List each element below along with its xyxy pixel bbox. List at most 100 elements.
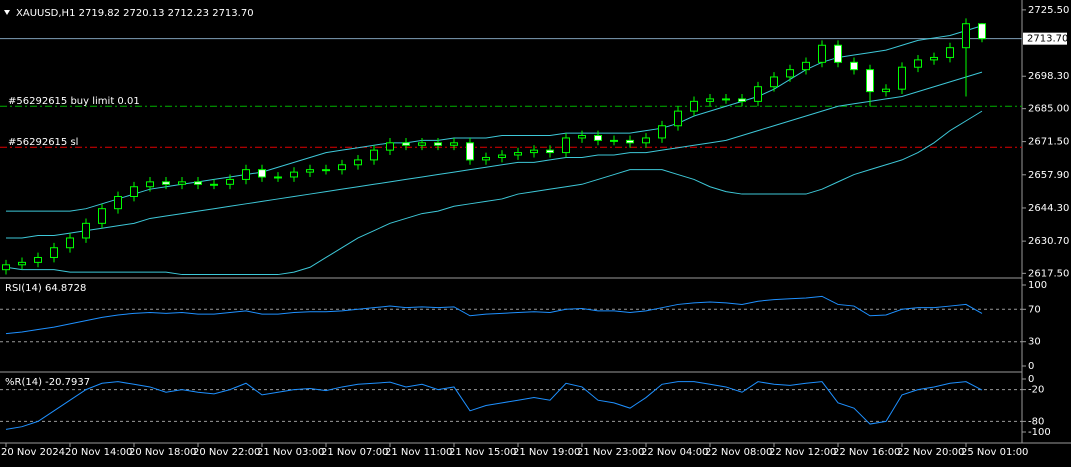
candle-body xyxy=(578,135,586,139)
candle-body xyxy=(802,61,810,71)
candle-body xyxy=(258,169,266,178)
y-tick-label: 0 xyxy=(1028,374,1034,385)
candle-body xyxy=(882,88,890,93)
candle-body xyxy=(706,98,714,102)
candle-body xyxy=(978,23,986,40)
candle-body xyxy=(162,181,170,185)
candle-body xyxy=(2,264,10,271)
candle-body xyxy=(626,139,634,144)
time-label: 20 Nov 2024 xyxy=(1,447,65,458)
candle-body xyxy=(418,142,426,146)
candle-body xyxy=(642,137,650,144)
time-label: 22 Nov 16:00 xyxy=(833,447,900,458)
candle-body xyxy=(338,164,346,171)
candle-body xyxy=(98,208,106,224)
candle-body xyxy=(514,152,522,156)
candle-body xyxy=(322,169,330,172)
candle-body xyxy=(658,125,666,139)
order-level-label: #56292615 buy limit 0.01 xyxy=(8,96,140,107)
candle-body xyxy=(498,154,506,158)
y-tick-label: 30 xyxy=(1028,337,1041,348)
band-line xyxy=(6,25,983,212)
candle-body xyxy=(370,149,378,161)
time-label: 21 Nov 23:00 xyxy=(577,447,644,458)
candle-body xyxy=(354,159,362,166)
candle-body xyxy=(738,98,746,102)
candle-body xyxy=(402,142,410,146)
candle-body xyxy=(850,61,858,71)
time-label: 20 Nov 18:00 xyxy=(129,447,196,458)
time-label: 20 Nov 22:00 xyxy=(193,447,260,458)
y-tick-label: 2698.30 xyxy=(1028,71,1069,82)
panel-title: XAUUSD,H1 2719.82 2720.13 2712.23 2713.7… xyxy=(16,8,254,19)
candle-body xyxy=(50,247,58,258)
band-line xyxy=(5,110,983,276)
candle-body xyxy=(82,222,90,239)
candle-body xyxy=(114,195,122,210)
candle-body xyxy=(242,169,250,180)
candle-body xyxy=(466,142,474,161)
candle-body xyxy=(18,261,26,266)
time-label: 21 Nov 19:00 xyxy=(513,447,580,458)
time-label: 20 Nov 14:00 xyxy=(65,447,132,458)
candle-body xyxy=(546,149,554,154)
symbol-menu-arrow[interactable] xyxy=(4,10,10,15)
candle-body xyxy=(178,181,186,185)
candle-body xyxy=(482,156,490,161)
candle-body xyxy=(754,86,762,102)
y-tick-label: 2725.50 xyxy=(1028,5,1069,16)
y-tick-label: 100 xyxy=(1028,280,1047,291)
candle-body xyxy=(834,44,842,63)
candle-body xyxy=(610,139,618,142)
candle-body xyxy=(34,256,42,263)
candle-body xyxy=(530,149,538,154)
time-label: 25 Nov 01:00 xyxy=(961,447,1028,458)
y-tick-label: 0 xyxy=(1028,361,1034,372)
candle-body xyxy=(146,181,154,188)
candle-body xyxy=(130,186,138,197)
candle-body xyxy=(386,142,394,151)
candle-body xyxy=(690,100,698,112)
candle-body xyxy=(674,110,682,127)
candle-body xyxy=(866,69,874,93)
time-label: 22 Nov 12:00 xyxy=(769,447,836,458)
time-label: 21 Nov 03:00 xyxy=(257,447,324,458)
y-tick-label: 2657.90 xyxy=(1028,170,1069,181)
y-tick-label: 2671.50 xyxy=(1028,137,1069,148)
indicator-line xyxy=(5,295,983,335)
candle-body xyxy=(930,56,938,61)
time-label: 22 Nov 20:00 xyxy=(897,447,964,458)
y-tick-label: 2685.00 xyxy=(1028,104,1069,115)
panel-title: RSI(14) 64.8728 xyxy=(5,283,86,294)
candle-body xyxy=(274,176,282,179)
y-tick-label: 2617.50 xyxy=(1028,268,1069,279)
candle-body xyxy=(306,169,314,173)
candle-body xyxy=(562,137,570,154)
y-tick-label: 2630.70 xyxy=(1028,236,1069,247)
time-label: 21 Nov 07:00 xyxy=(321,447,388,458)
band-line xyxy=(6,71,983,239)
last-price-box xyxy=(1023,32,1067,45)
time-label: 21 Nov 15:00 xyxy=(449,447,516,458)
time-label: 22 Nov 08:00 xyxy=(705,447,772,458)
candle-body xyxy=(210,183,218,186)
candle-body xyxy=(594,135,602,141)
candle-body xyxy=(290,171,298,178)
candle-body xyxy=(450,142,458,146)
last-price-label: 2713.70 xyxy=(1027,34,1068,45)
candle-body xyxy=(194,181,202,185)
y-tick-label: -20 xyxy=(1028,385,1044,396)
candle-body xyxy=(946,47,954,58)
candle-body xyxy=(770,76,778,88)
y-tick-label: 70 xyxy=(1028,304,1041,315)
order-level-label: #56292615 sl xyxy=(8,137,78,148)
y-tick-label: 2644.30 xyxy=(1028,203,1069,214)
candle-body xyxy=(786,69,794,78)
y-tick-label: -100 xyxy=(1028,427,1051,438)
time-label: 22 Nov 04:00 xyxy=(641,447,708,458)
candle-body xyxy=(818,44,826,63)
candle-body xyxy=(66,237,74,249)
candle-body xyxy=(962,23,970,49)
time-label: 21 Nov 11:00 xyxy=(385,447,452,458)
panel-title: %R(14) -20.7937 xyxy=(5,377,90,388)
